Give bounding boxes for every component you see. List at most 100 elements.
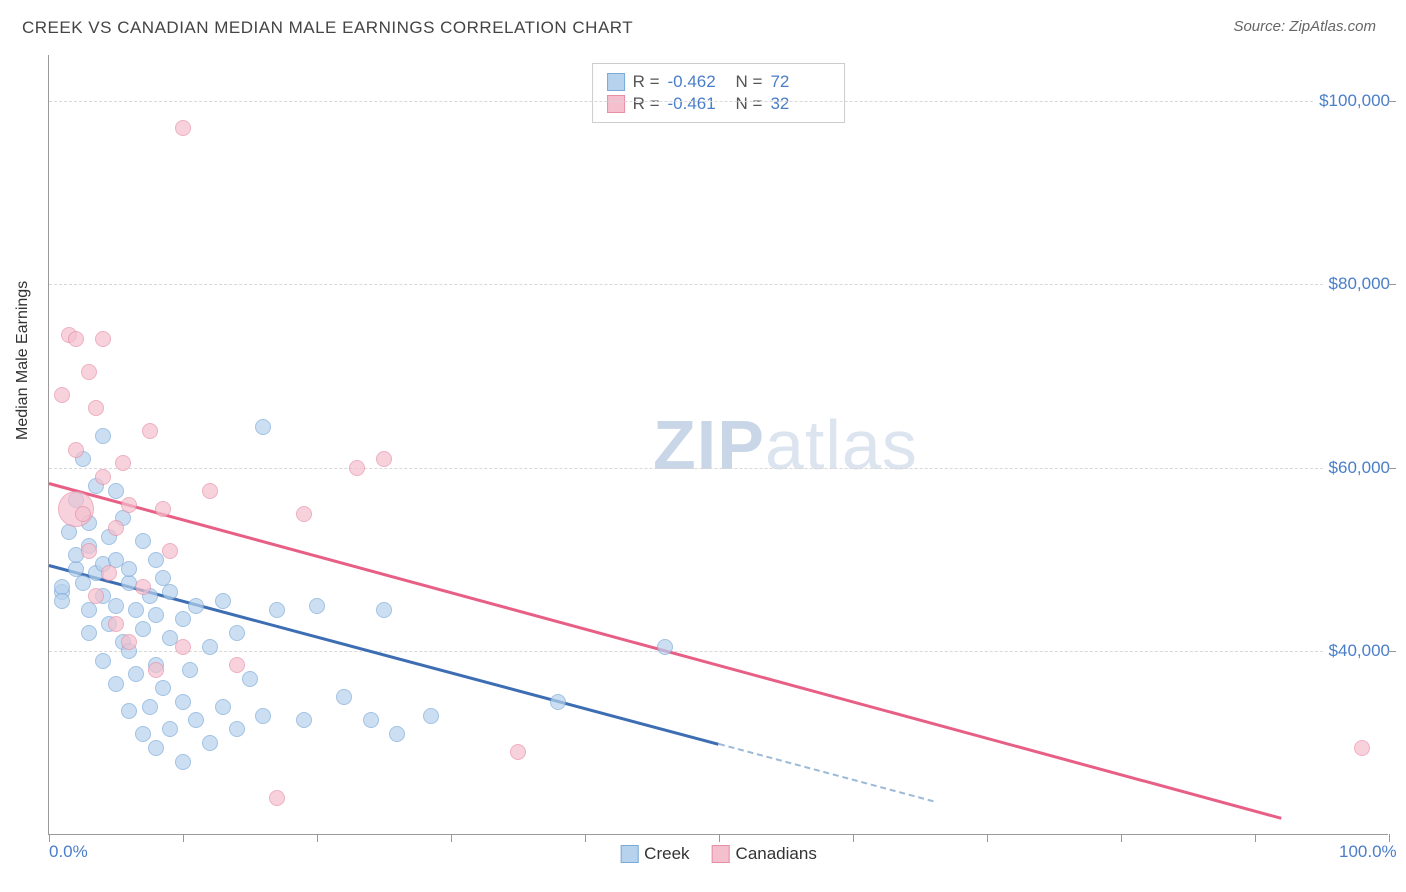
scatter-point xyxy=(215,699,231,715)
scatter-point xyxy=(88,400,104,416)
y-tick-label: $80,000 xyxy=(1323,274,1390,294)
scatter-point xyxy=(229,721,245,737)
scatter-point xyxy=(142,699,158,715)
watermark: ZIPatlas xyxy=(653,405,918,485)
scatter-point xyxy=(95,331,111,347)
scatter-point xyxy=(81,543,97,559)
scatter-point xyxy=(269,602,285,618)
scatter-point xyxy=(81,625,97,641)
chart-source: Source: ZipAtlas.com xyxy=(1233,18,1376,38)
scatter-point xyxy=(108,483,124,499)
x-tick xyxy=(183,834,184,842)
scatter-point xyxy=(148,662,164,678)
x-tick xyxy=(1121,834,1122,842)
scatter-point xyxy=(182,662,198,678)
scatter-point xyxy=(108,616,124,632)
x-tick xyxy=(719,834,720,842)
scatter-point xyxy=(95,653,111,669)
scatter-point xyxy=(135,621,151,637)
scatter-point xyxy=(148,740,164,756)
scatter-point xyxy=(349,460,365,476)
scatter-point xyxy=(202,735,218,751)
gridline xyxy=(49,651,1388,652)
legend-series: Creek Canadians xyxy=(620,844,817,864)
y-tick-label: $60,000 xyxy=(1323,458,1390,478)
gridline xyxy=(49,284,1388,285)
scatter-point xyxy=(188,712,204,728)
scatter-point xyxy=(101,565,117,581)
scatter-point xyxy=(175,754,191,770)
scatter-point xyxy=(121,634,137,650)
scatter-point xyxy=(363,712,379,728)
scatter-point xyxy=(95,469,111,485)
scatter-point xyxy=(1354,740,1370,756)
x-tick xyxy=(451,834,452,842)
x-tick xyxy=(1389,834,1390,842)
scatter-point xyxy=(510,744,526,760)
scatter-point xyxy=(550,694,566,710)
scatter-point xyxy=(175,694,191,710)
x-tick xyxy=(317,834,318,842)
scatter-point xyxy=(296,506,312,522)
x-tick xyxy=(1255,834,1256,842)
scatter-point xyxy=(336,689,352,705)
scatter-point xyxy=(121,497,137,513)
scatter-point xyxy=(376,602,392,618)
x-tick-label: 0.0% xyxy=(49,842,88,862)
x-tick xyxy=(585,834,586,842)
scatter-point xyxy=(162,584,178,600)
y-tick-label: $100,000 xyxy=(1313,91,1390,111)
scatter-point xyxy=(215,593,231,609)
scatter-point xyxy=(296,712,312,728)
scatter-point xyxy=(175,120,191,136)
x-tick xyxy=(49,834,50,842)
scatter-point xyxy=(255,708,271,724)
scatter-point xyxy=(269,790,285,806)
scatter-point xyxy=(389,726,405,742)
x-tick-label: 100.0% xyxy=(1339,842,1397,862)
scatter-point xyxy=(175,611,191,627)
chart-title: CREEK VS CANADIAN MEDIAN MALE EARNINGS C… xyxy=(22,18,633,38)
scatter-point xyxy=(121,561,137,577)
scatter-point xyxy=(148,607,164,623)
scatter-point xyxy=(255,419,271,435)
scatter-point xyxy=(202,639,218,655)
y-tick-label: $40,000 xyxy=(1323,641,1390,661)
scatter-point xyxy=(68,331,84,347)
scatter-point xyxy=(54,387,70,403)
scatter-point xyxy=(128,602,144,618)
scatter-point xyxy=(108,520,124,536)
legend-stat-row: R =-0.461N =32 xyxy=(607,94,831,114)
scatter-point xyxy=(175,639,191,655)
scatter-point xyxy=(88,588,104,604)
scatter-point xyxy=(242,671,258,687)
legend-stat-row: R =-0.462N =72 xyxy=(607,72,831,92)
scatter-point xyxy=(108,598,124,614)
scatter-point xyxy=(81,602,97,618)
legend-item: Canadians xyxy=(712,844,817,864)
x-tick xyxy=(987,834,988,842)
scatter-point xyxy=(155,501,171,517)
y-axis-title: Median Male Earnings xyxy=(14,281,32,440)
legend-stats: R =-0.462N =72R =-0.461N =32 xyxy=(592,63,846,123)
scatter-point xyxy=(135,726,151,742)
scatter-point xyxy=(135,533,151,549)
legend-item: Creek xyxy=(620,844,689,864)
scatter-point xyxy=(309,598,325,614)
scatter-point xyxy=(423,708,439,724)
gridline xyxy=(49,468,1388,469)
scatter-point xyxy=(95,428,111,444)
scatter-point xyxy=(108,676,124,692)
scatter-point xyxy=(229,625,245,641)
scatter-point xyxy=(81,364,97,380)
scatter-point xyxy=(54,593,70,609)
scatter-point xyxy=(188,598,204,614)
scatter-point xyxy=(121,703,137,719)
scatter-point xyxy=(68,442,84,458)
scatter-point xyxy=(135,579,151,595)
scatter-point xyxy=(128,666,144,682)
scatter-point xyxy=(162,543,178,559)
scatter-point xyxy=(115,455,131,471)
scatter-point xyxy=(155,680,171,696)
scatter-point xyxy=(162,721,178,737)
